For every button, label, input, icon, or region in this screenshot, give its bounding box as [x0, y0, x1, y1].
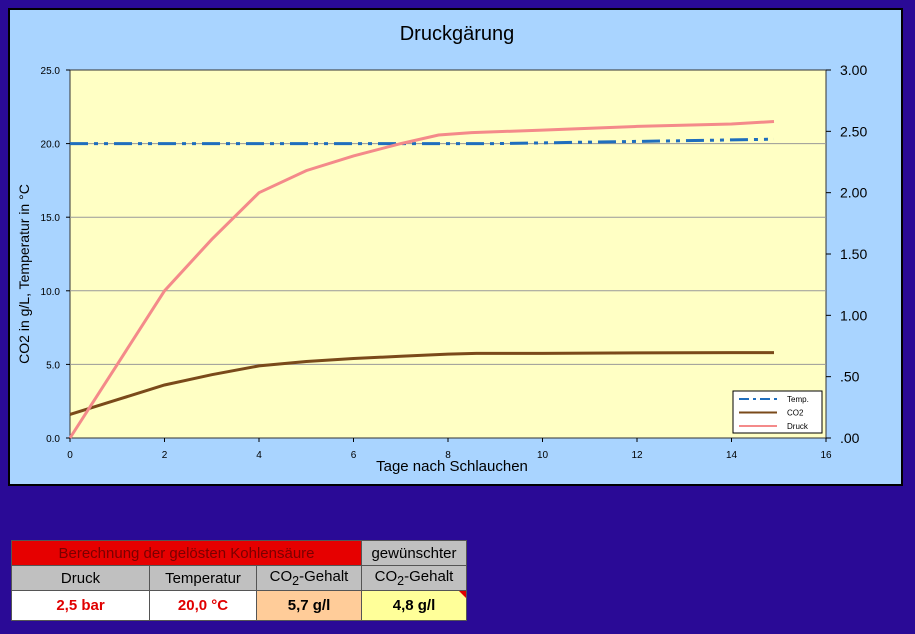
co2-prefix: CO	[269, 568, 293, 585]
legend-label: CO2	[787, 409, 804, 418]
input-temperatur[interactable]: 20,0 °C	[149, 590, 257, 621]
y2-tick-label: .00	[840, 430, 860, 446]
x-tick-label: 2	[162, 450, 168, 461]
y-axis-label: CO2 in g/L, Temperatur in °C	[16, 184, 32, 364]
col-header-temperatur: Temperatur	[149, 565, 257, 591]
x-tick-label: 12	[631, 450, 643, 461]
series-line-temp	[70, 137, 775, 146]
input-desired-co2[interactable]: 4,8 g/l	[361, 590, 467, 621]
legend-label: Druck	[787, 422, 809, 431]
input-druck[interactable]: 2,5 bar	[11, 590, 150, 621]
co2-subscript: 2	[292, 574, 300, 588]
y2-tick-label: 2.50	[840, 123, 867, 139]
y-tick-label: 25.0	[41, 66, 61, 77]
x-tick-label: 16	[820, 450, 832, 461]
x-axis-label: Tage nach Schlauchen	[376, 458, 528, 475]
table-title: Berechnung der gelösten Kohlensäure	[11, 540, 362, 566]
y-tick-label: 5.0	[46, 360, 60, 371]
desired-co2-suffix: -Gehalt	[404, 568, 454, 585]
y2-tick-label: 3.00	[840, 62, 867, 78]
comment-marker	[459, 591, 466, 598]
co2-suffix: -Gehalt	[299, 568, 349, 585]
desired-label: gewünschter	[361, 540, 467, 566]
x-tick-label: 10	[537, 450, 549, 461]
x-tick-label: 8	[445, 450, 451, 461]
legend-label: Temp.	[787, 395, 809, 404]
y-tick-label: 10.0	[41, 287, 61, 298]
y-tick-label: 15.0	[41, 213, 61, 224]
series-line-co2	[69, 351, 774, 416]
series-line-druck	[68, 120, 775, 439]
x-tick-label: 0	[67, 450, 73, 461]
x-tick-label: 4	[256, 450, 262, 461]
co2-calculation-table: Berechnung der gelösten Kohlensäure gewü…	[11, 540, 467, 621]
y2-tick-label: 2.00	[840, 185, 867, 201]
col-header-desired-co2: CO2-Gehalt	[361, 565, 467, 591]
result-co2: 5,7 g/l	[256, 590, 362, 621]
desired-co2-prefix: CO	[374, 568, 398, 585]
chart-panel: Druckgärung 0.0 5.0 10.0 15.0 20.0 25.0 .00 .50 1…	[8, 8, 903, 486]
desired-co2-subscript: 2	[397, 574, 405, 588]
chart-title: Druckgärung	[400, 23, 515, 45]
col-header-co2: CO2-Gehalt	[256, 565, 362, 591]
y-tick-label: 0.0	[46, 434, 60, 445]
y-tick-label: 20.0	[41, 140, 61, 151]
y2-tick-label: 1.00	[840, 307, 867, 323]
x-tick-label: 14	[726, 450, 738, 461]
y2-tick-label: 1.50	[840, 246, 867, 262]
y2-tick-label: .50	[840, 369, 860, 385]
col-header-druck: Druck	[11, 565, 150, 591]
chart-svg: Druckgärung 0.0 5.0 10.0 15.0 20.0 25.0 .00 .50 1…	[16, 23, 867, 475]
desired-co2-value: 4,8 g/l	[392, 597, 436, 614]
x-tick-label: 6	[351, 450, 357, 461]
